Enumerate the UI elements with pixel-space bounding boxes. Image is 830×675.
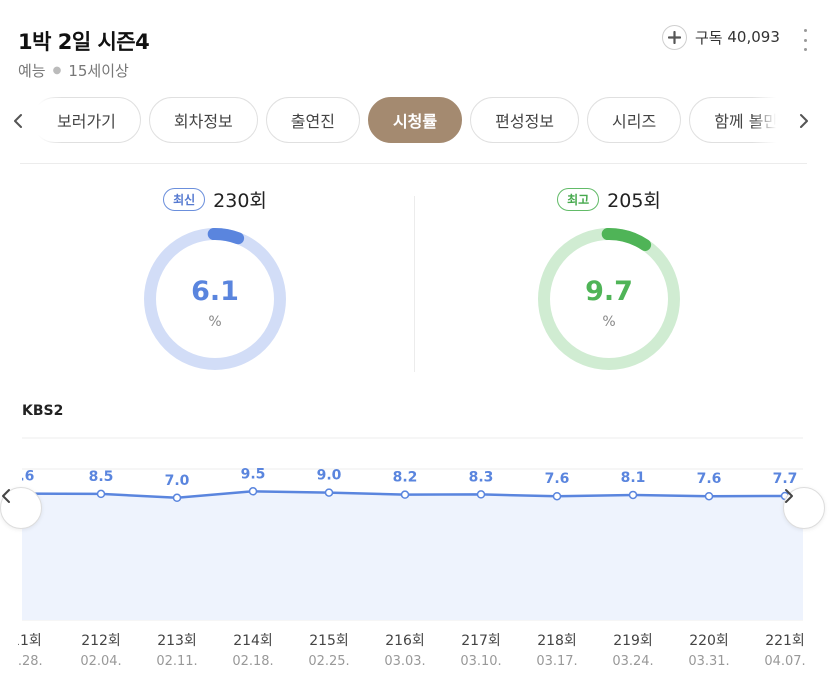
genre-label: 예능 (18, 62, 46, 80)
date-tick-0: 01.28. (1, 654, 42, 669)
best-rating-label: 최고 205회 (419, 186, 799, 213)
data-point-6 (476, 490, 486, 499)
data-label-9: 7.6 (697, 471, 722, 487)
episode-tick-8: 219회 (613, 633, 653, 649)
data-point-2 (172, 493, 182, 503)
best-episode: 205회 (607, 190, 661, 212)
ratings-line-chart: 8.68.57.09.59.08.28.37.68.17.67.77.1211회… (0, 430, 830, 675)
more-options-icon[interactable] (801, 29, 809, 51)
latest-gauge-ring (144, 228, 286, 370)
data-point-5 (400, 490, 410, 499)
latest-badge: 최신 (163, 188, 206, 211)
best-rating-card: 최고 205회 9.7 % (419, 186, 799, 376)
episode-tick-7: 218회 (537, 633, 577, 649)
episode-tick-3: 214회 (233, 633, 273, 649)
stats-vertical-divider (414, 196, 415, 372)
data-point-3 (248, 487, 258, 496)
tab-2[interactable]: 출연진 (265, 97, 360, 143)
episode-tick-5: 216회 (385, 633, 425, 649)
episode-tick-6: 217회 (461, 633, 501, 649)
latest-rating-unit: % (208, 314, 222, 330)
tabs-fade-left (38, 97, 62, 145)
series-line (22, 490, 803, 500)
data-point-7 (552, 491, 562, 501)
date-tick-3: 02.18. (232, 654, 273, 669)
data-label-6: 8.3 (469, 469, 494, 485)
tab-4[interactable]: 편성정보 (470, 97, 580, 143)
data-label-3: 9.5 (241, 466, 266, 482)
latest-gauge-progress (207, 228, 245, 245)
data-label-8: 8.1 (621, 470, 646, 486)
chart-next-button[interactable] (783, 487, 825, 529)
plot-area: 8.68.57.09.59.08.28.37.68.17.67.77.1 (10, 466, 803, 620)
section-divider (20, 163, 807, 164)
program-title: 1박 2일 시즌4 (18, 30, 150, 54)
series-area (22, 491, 803, 620)
data-label-10: 7.7 (773, 471, 798, 487)
chevron-right-icon (785, 489, 793, 503)
data-label-2: 7.0 (165, 473, 190, 489)
tab-1[interactable]: 회차정보 (148, 97, 258, 143)
best-rating-gauge: 9.7 % (419, 224, 799, 374)
episode-tick-2: 213회 (157, 633, 197, 649)
tabs-fade-right (752, 97, 776, 145)
best-gauge-ring (538, 228, 680, 370)
age-rating-label: 15세이상 (68, 62, 129, 80)
chart-svg: 8.68.57.09.59.08.28.37.68.17.67.77.1211회… (1, 437, 805, 669)
latest-rating-card: 최신 230회 6.1 % (25, 186, 405, 376)
date-tick-10: 04.07. (764, 654, 805, 669)
tabs-prev-arrow-icon[interactable] (8, 109, 28, 133)
subscribe-label: 구독 (695, 28, 723, 47)
subscribe-count: 40,093 (727, 28, 780, 46)
latest-episode: 230회 (213, 190, 267, 212)
date-tick-7: 03.17. (536, 654, 577, 669)
episode-tick-4: 215회 (309, 633, 349, 649)
channel-label: KBS2 (22, 403, 64, 419)
date-tick-5: 03.03. (384, 654, 425, 669)
tab-3[interactable]: 시청률 (367, 97, 463, 143)
data-label-0: 8.6 (10, 469, 35, 485)
data-point-8 (628, 490, 638, 500)
tab-5[interactable]: 시리즈 (587, 97, 682, 143)
best-rating-unit: % (602, 314, 616, 330)
episode-tick-0: 211회 (2, 633, 42, 649)
data-point-4 (324, 488, 334, 497)
date-tick-6: 03.10. (460, 654, 501, 669)
chevron-left-icon (2, 489, 10, 503)
plus-icon (662, 24, 687, 50)
episode-tick-9: 220회 (689, 633, 729, 649)
data-label-7: 7.6 (545, 471, 570, 487)
subscribe-button[interactable]: 구독 40,093 (662, 24, 780, 50)
episode-tick-1: 212회 (81, 633, 121, 649)
separator-dot: ● (52, 65, 62, 76)
chart-prev-button[interactable] (0, 487, 42, 529)
latest-rating-value: 6.1 (191, 276, 239, 307)
best-rating-value: 9.7 (585, 276, 633, 307)
tabs-next-arrow-icon[interactable] (794, 109, 814, 133)
date-tick-4: 02.25. (308, 654, 349, 669)
data-label-5: 8.2 (393, 470, 418, 486)
date-tick-2: 02.11. (156, 654, 197, 669)
program-meta: 예능 ● 15세이상 (18, 60, 129, 81)
data-point-1 (96, 489, 106, 499)
data-label-1: 8.5 (89, 469, 114, 485)
episode-tick-10: 221회 (765, 633, 805, 649)
date-tick-1: 02.04. (80, 654, 121, 669)
program-header: 1박 2일 시즌4 예능 ● 15세이상 구독 40,093 (0, 0, 830, 95)
date-tick-8: 03.24. (612, 654, 653, 669)
data-label-4: 9.0 (317, 468, 342, 484)
latest-rating-label: 최신 230회 (25, 186, 405, 213)
best-gauge-progress (601, 228, 652, 251)
data-point-9 (704, 491, 714, 501)
latest-rating-gauge: 6.1 % (25, 224, 405, 374)
date-tick-9: 03.31. (688, 654, 729, 669)
best-badge: 최고 (557, 188, 600, 211)
x-axis-labels: 211회 01.28. 212회 02.04. 213회 02.11. 214회 02.18.… (1, 633, 805, 669)
